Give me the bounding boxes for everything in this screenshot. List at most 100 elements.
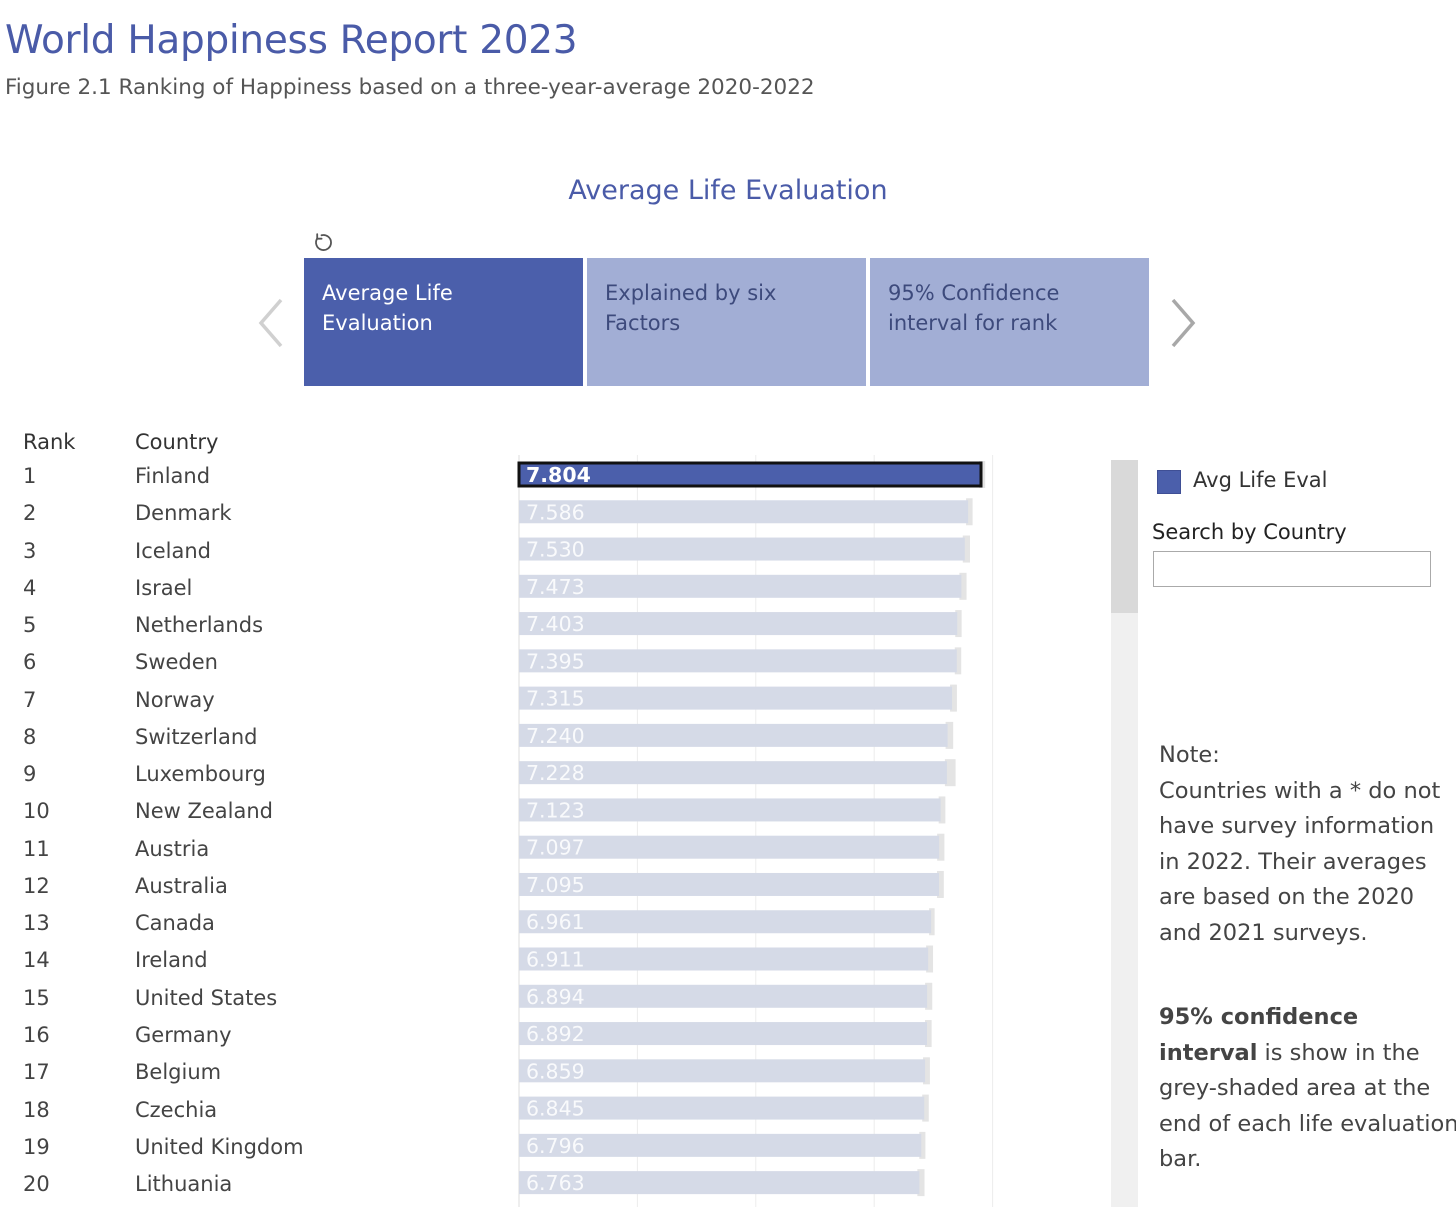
- table-row[interactable]: 9 Luxembourg: [0, 758, 1100, 795]
- country-search-input[interactable]: [1153, 551, 1431, 587]
- scrollbar[interactable]: [1111, 460, 1138, 1207]
- rank-cell: 16: [23, 1022, 50, 1047]
- table-row[interactable]: 7 Norway: [0, 684, 1100, 721]
- section-title: Average Life Evaluation: [568, 175, 888, 206]
- country-cell: Lithuania: [135, 1172, 233, 1197]
- table-row[interactable]: 4 Israel: [0, 572, 1100, 609]
- bar: [519, 910, 932, 934]
- confidence-interval-shade: [937, 870, 944, 898]
- table-row[interactable]: 19 United Kingdom: [0, 1131, 1100, 1168]
- table-row[interactable]: 5 Netherlands: [0, 609, 1100, 646]
- confidence-interval-shade: [922, 1094, 929, 1122]
- confidence-interval-shade: [929, 908, 935, 936]
- bar-value-label: 6.961: [526, 910, 585, 934]
- bar: [519, 1096, 925, 1120]
- rank-cell: 11: [23, 836, 50, 861]
- country-cell: Norway: [135, 687, 215, 712]
- rank-cell: 1: [23, 464, 37, 488]
- table-row[interactable]: 10 New Zealand: [0, 795, 1100, 832]
- table-row[interactable]: 8 Switzerland: [0, 721, 1100, 758]
- country-cell: Ireland: [135, 948, 208, 973]
- country-cell: Belgium: [135, 1060, 222, 1085]
- rank-cell: 8: [23, 724, 37, 749]
- bar: [519, 723, 948, 747]
- rank-cell: 5: [23, 613, 37, 638]
- table-row[interactable]: 14 Ireland: [0, 944, 1100, 981]
- bar: [519, 686, 953, 710]
- scroll-thumb[interactable]: [1111, 460, 1138, 613]
- ranking-table: 1 Finland 2 Denmark 3 Iceland 4 Israel 5 Netherla…: [0, 460, 1100, 1205]
- country-cell: Austria: [135, 836, 210, 861]
- confidence-interval-shade: [945, 721, 954, 749]
- rank-cell: 9: [23, 762, 37, 787]
- rank-cell: 3: [23, 538, 37, 563]
- bar-value-label: 7.228: [526, 761, 585, 785]
- chevron-left-icon[interactable]: [255, 297, 287, 349]
- confidence-interval-shade: [937, 833, 945, 861]
- country-cell: Netherlands: [135, 613, 264, 638]
- table-row[interactable]: 15 United States: [0, 982, 1100, 1019]
- confidence-interval-shade: [926, 945, 934, 973]
- table-row[interactable]: 13 Canada: [0, 907, 1100, 944]
- confidence-interval-shade: [955, 610, 962, 638]
- country-cell: Iceland: [135, 538, 212, 563]
- bar: [519, 1059, 926, 1083]
- rank-cell: 2: [23, 501, 37, 526]
- country-cell: Czechia: [135, 1097, 218, 1122]
- rank-cell: 19: [23, 1134, 50, 1159]
- bar: [519, 984, 928, 1008]
- bar-value-label: 7.804: [526, 463, 591, 487]
- bar-value-label: 7.095: [526, 873, 585, 897]
- confidence-interval-shade: [919, 1131, 926, 1159]
- rank-column-header: Rank: [23, 430, 76, 454]
- confidence-interval-shade: [923, 1057, 930, 1085]
- bar: [519, 761, 947, 785]
- bar: [519, 500, 969, 524]
- country-cell: Finland: [135, 464, 211, 488]
- country-column-header: Country: [135, 430, 219, 454]
- tab-confidence-interval-for-rank[interactable]: 95% Confidence interval for rank: [870, 258, 1149, 386]
- life-evaluation-bar-chart: 7.804 7.586 7.530 7.473 7.403 7.395 7.315 7.240…: [517, 455, 994, 1207]
- refresh-icon[interactable]: [311, 230, 335, 254]
- bar-value-label: 7.403: [526, 612, 585, 636]
- tab-average-life-evaluation[interactable]: Average Life Evaluation: [304, 258, 583, 386]
- bar: [519, 537, 965, 561]
- chevron-right-icon[interactable]: [1167, 297, 1199, 349]
- table-row[interactable]: 12 Australia: [0, 870, 1100, 907]
- rank-cell: 10: [23, 799, 50, 824]
- bar-value-label: 6.892: [526, 1022, 585, 1046]
- confidence-interval-shade: [950, 684, 957, 712]
- table-row[interactable]: 17 Belgium: [0, 1056, 1100, 1093]
- table-row[interactable]: 1 Finland: [0, 460, 1100, 497]
- rank-cell: 12: [23, 873, 50, 898]
- country-cell: Israel: [135, 575, 193, 600]
- table-row[interactable]: 18 Czechia: [0, 1094, 1100, 1131]
- confidence-interval-shade: [954, 647, 962, 675]
- rank-cell: 6: [23, 650, 37, 675]
- table-row[interactable]: 6 Sweden: [0, 646, 1100, 683]
- bar-value-label: 7.530: [526, 538, 585, 562]
- bar: [519, 798, 941, 822]
- bar-value-label: 7.473: [526, 575, 585, 599]
- bar-value-label: 7.240: [526, 724, 585, 748]
- confidence-interval-shade: [966, 498, 973, 526]
- bar: [519, 649, 957, 673]
- note: Note: Countries with a * do not have sur…: [1159, 738, 1456, 951]
- confidence-interval-shade: [962, 535, 970, 563]
- table-row[interactable]: 16 Germany: [0, 1019, 1100, 1056]
- bar-value-label: 6.894: [526, 985, 585, 1009]
- legend-label: Avg Life Eval: [1193, 468, 1328, 492]
- confidence-interval-shade: [917, 1169, 925, 1197]
- bar-value-label: 7.097: [526, 836, 585, 860]
- table-row[interactable]: 20 Lithuania: [0, 1168, 1100, 1205]
- table-row[interactable]: 2 Denmark: [0, 497, 1100, 534]
- rank-cell: 15: [23, 985, 50, 1010]
- confidence-interval-shade: [925, 982, 933, 1010]
- confidence-interval-shade: [938, 796, 946, 824]
- tab-explained-by-six-factors[interactable]: Explained by six Factors: [587, 258, 866, 386]
- table-row[interactable]: 3 Iceland: [0, 535, 1100, 572]
- bar-value-label: 6.796: [526, 1134, 585, 1158]
- bar-value-label: 7.123: [526, 798, 585, 822]
- table-row[interactable]: 11 Austria: [0, 833, 1100, 870]
- rank-cell: 18: [23, 1097, 50, 1122]
